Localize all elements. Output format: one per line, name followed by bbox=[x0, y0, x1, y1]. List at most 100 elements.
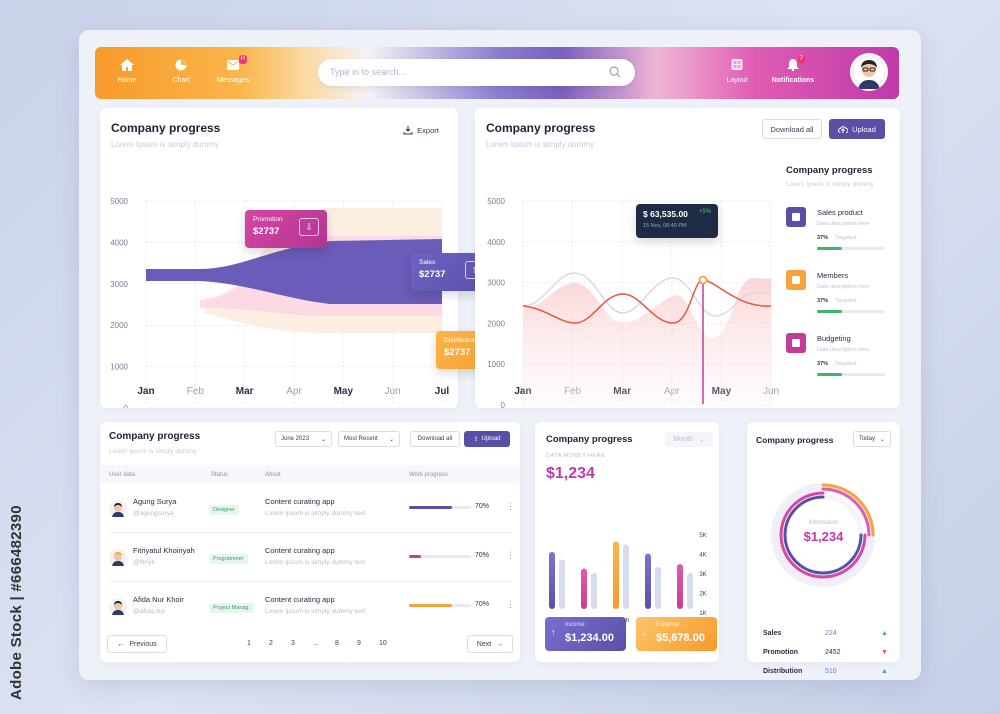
status-badge: Designer bbox=[209, 505, 240, 515]
page-number[interactable]: 1 bbox=[247, 640, 251, 647]
trend-up-icon: ▲ bbox=[881, 668, 888, 675]
income-tile: Income ↑ $1,234.00 bbox=[545, 617, 626, 651]
download-icon[interactable]: ⇩ bbox=[299, 218, 319, 236]
month-filter-select[interactable]: June 2023 ⌄ bbox=[275, 431, 332, 447]
y-tick-label: 3000 bbox=[110, 280, 128, 289]
search-icon[interactable] bbox=[609, 66, 621, 78]
tooltip-value: $2737 bbox=[253, 226, 280, 237]
tooltip-date: 15 Nov, 08:40 PM bbox=[643, 223, 687, 229]
sort-value: Most Recent bbox=[344, 436, 378, 442]
progress-fill bbox=[409, 604, 453, 607]
nav-messages[interactable]: H Messages bbox=[211, 55, 255, 84]
sort-select[interactable]: Most Recent ⌄ bbox=[338, 431, 400, 447]
header-about: About bbox=[265, 472, 281, 478]
donut-chart bbox=[771, 483, 875, 587]
money-label: DATA MONEY HERE bbox=[546, 453, 606, 459]
avatar-icon bbox=[852, 55, 886, 89]
card-subtitle: Lorem Ipsum is simply dummy bbox=[111, 140, 220, 149]
page-number[interactable]: 3 bbox=[291, 640, 295, 647]
arrow-up-icon: ↑ bbox=[551, 627, 556, 637]
period-select[interactable]: Month ⌄ bbox=[665, 432, 713, 447]
card-title: Company progress bbox=[109, 431, 201, 442]
side-item-percent: 37% bbox=[817, 235, 829, 241]
primary-line bbox=[522, 279, 772, 324]
x-tick-label: Jan bbox=[137, 386, 154, 397]
more-icon[interactable]: ⋮ bbox=[506, 599, 515, 609]
page-number: ... bbox=[313, 640, 319, 647]
stat-label: Promotion bbox=[763, 649, 798, 656]
download-all-button[interactable]: Download all bbox=[410, 431, 460, 447]
sales-band bbox=[146, 239, 442, 304]
more-icon[interactable]: ⋮ bbox=[506, 501, 515, 511]
user-handle: @afida.nur bbox=[133, 608, 165, 615]
progress-fill bbox=[817, 310, 843, 313]
side-item-desc: Data description here bbox=[817, 221, 870, 227]
item-icon bbox=[792, 276, 800, 284]
side-item-desc: Data description here bbox=[817, 347, 870, 353]
bar-chart-card: Company progress Month ⌄ DATA MONEY HERE … bbox=[535, 422, 719, 662]
nav-home-label: Home bbox=[117, 77, 137, 84]
avatar-icon bbox=[112, 503, 124, 517]
more-icon[interactable]: ⋮ bbox=[506, 550, 515, 560]
nav-layout[interactable]: Layout bbox=[715, 59, 759, 84]
upload-button[interactable]: Upload bbox=[829, 119, 885, 139]
nav-notifications[interactable]: 7 Notifications bbox=[765, 55, 821, 84]
bar bbox=[687, 573, 693, 609]
side-item-status: Targeted bbox=[835, 361, 857, 367]
y-tick-label: 2000 bbox=[487, 319, 505, 328]
stat-label: Sales bbox=[763, 630, 782, 637]
y-tick-label: 1000 bbox=[487, 360, 505, 369]
progress-fill bbox=[817, 373, 843, 376]
chevron-down-icon: ⌄ bbox=[879, 436, 886, 443]
stat-value: 224 bbox=[825, 630, 837, 637]
work-progress bbox=[409, 555, 471, 558]
about-desc: Lorem Ipsum is simply dummy text bbox=[265, 559, 366, 566]
tooltip-value: $ 63,535.00 bbox=[643, 209, 688, 219]
cloud-upload-icon bbox=[838, 125, 849, 133]
header-progress: Work progress bbox=[409, 472, 448, 478]
page-number[interactable]: 9 bbox=[357, 640, 361, 647]
nav-layout-label: Layout bbox=[726, 77, 748, 84]
y-tick-label: 4000 bbox=[487, 238, 505, 247]
header-user: User data bbox=[109, 472, 136, 478]
user-avatar[interactable] bbox=[850, 53, 888, 91]
y-tick-label: 1000 bbox=[110, 363, 128, 372]
card-subtitle: Lorem Ipsum is simply dummy bbox=[486, 140, 595, 149]
nav-chart[interactable]: Chart bbox=[159, 59, 203, 84]
donut-card: Company progress Today ⌄ Information $1,2… bbox=[747, 422, 900, 675]
y-tick-label: 0 bbox=[124, 404, 129, 408]
user-avatar bbox=[109, 598, 127, 616]
item-icon bbox=[792, 339, 800, 347]
chevron-down-icon: ⌄ bbox=[388, 436, 394, 443]
cloud-upload-icon: ⇧ bbox=[473, 436, 479, 443]
page-number[interactable]: 2 bbox=[269, 640, 273, 647]
next-button[interactable]: Next → bbox=[467, 635, 513, 653]
work-progress bbox=[409, 604, 471, 607]
page-number[interactable]: 8 bbox=[335, 640, 339, 647]
period-value: Month bbox=[673, 436, 693, 443]
tooltip-promotion: Promotion $2737 ⇩ bbox=[245, 210, 327, 248]
progress-area-card: Company progress Lorem Ipsum is simply d… bbox=[100, 108, 518, 408]
bar bbox=[613, 541, 619, 609]
progress-fill bbox=[817, 247, 843, 250]
user-name: Afida Nur Khoir bbox=[133, 595, 184, 604]
progress-percent: 70% bbox=[475, 601, 490, 608]
side-item-progress bbox=[817, 247, 885, 250]
x-tick-label: Jun bbox=[385, 386, 401, 397]
download-all-button[interactable]: Download all bbox=[762, 119, 822, 139]
previous-button[interactable]: ← Previous bbox=[107, 635, 167, 653]
side-item-percent: 37% bbox=[817, 298, 829, 304]
search-input[interactable]: Type in to search... bbox=[318, 59, 635, 86]
cursor-point bbox=[698, 275, 708, 285]
card-title: Company progress bbox=[756, 435, 834, 445]
dashboard-frame: Home Chart H Messages Type in to search.… bbox=[79, 30, 921, 680]
today-select[interactable]: Today ⌄ bbox=[853, 431, 891, 447]
expense-value: $5,678.00 bbox=[656, 632, 705, 644]
about-desc: Lorem Ipsum is simply dummy text bbox=[265, 608, 366, 615]
page-number[interactable]: 10 bbox=[379, 640, 387, 647]
upload-button[interactable]: ⇧ Upload bbox=[464, 431, 510, 447]
nav-home[interactable]: Home bbox=[105, 59, 149, 84]
side-item-desc: Data description here bbox=[817, 284, 870, 290]
tooltip-change: +5% bbox=[698, 209, 711, 215]
export-button[interactable]: Export bbox=[398, 120, 444, 140]
